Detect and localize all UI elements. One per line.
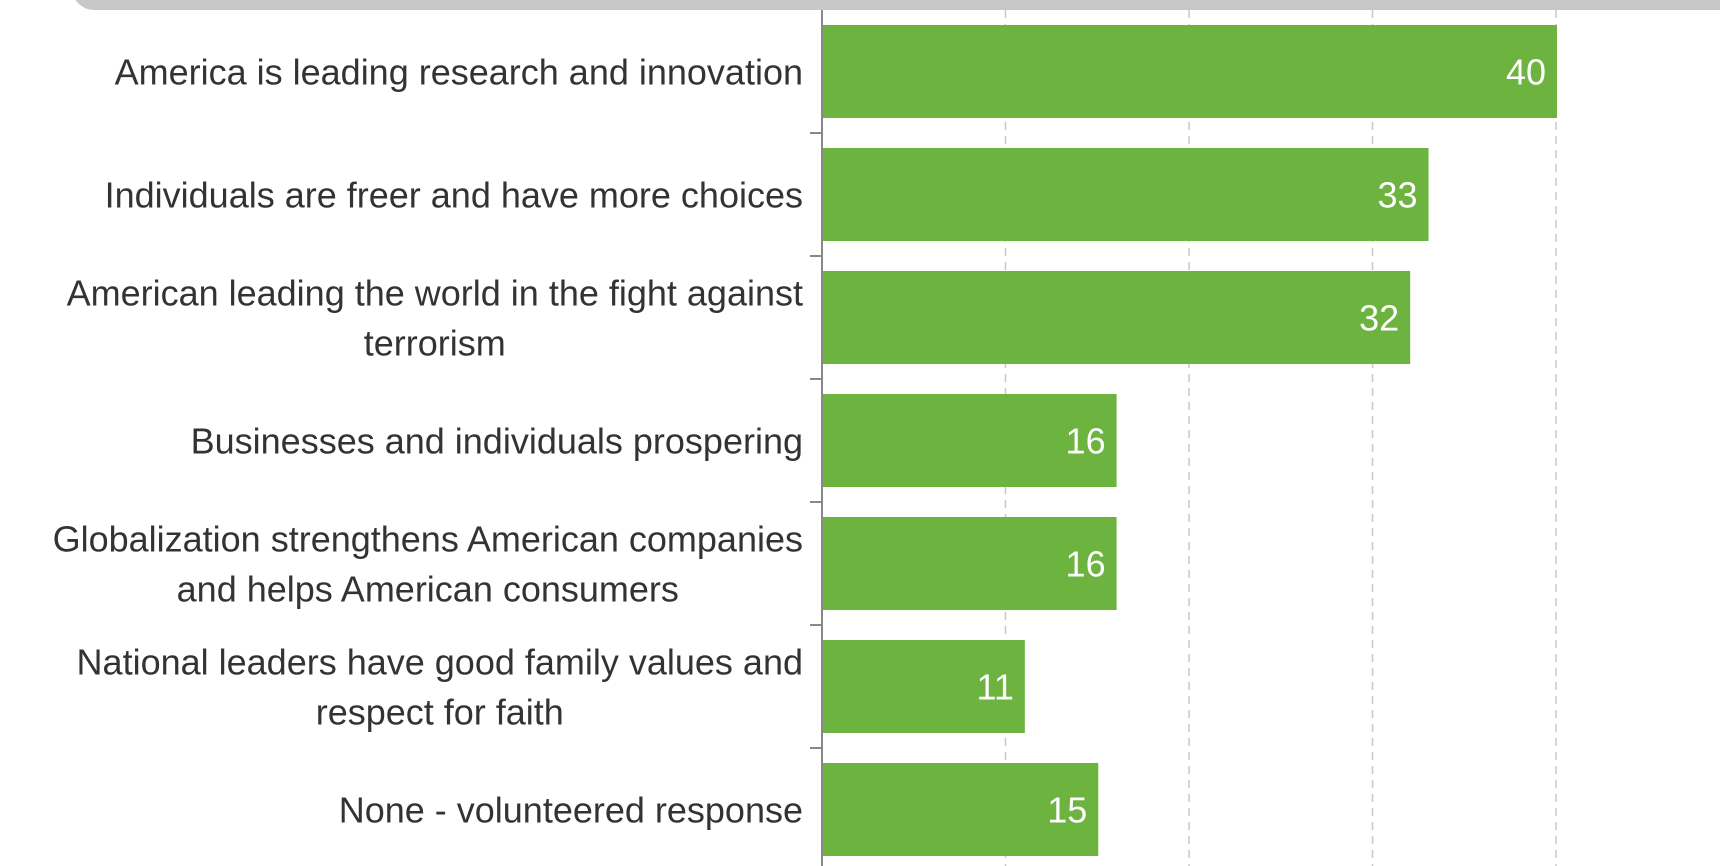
value-label: 16 (1066, 544, 1106, 585)
category-label: Businesses and individuals prospering (191, 421, 803, 462)
category-label-line: Globalization strengthens American compa… (53, 519, 803, 560)
value-label: 16 (1066, 421, 1106, 462)
category-label-line: American leading the world in the fight … (67, 273, 803, 314)
y-axis (810, 10, 823, 866)
header-banner (72, 0, 1720, 10)
bar (823, 148, 1429, 241)
category-label-line: America is leading research and innovati… (115, 52, 803, 93)
bar (823, 640, 1025, 733)
category-label: National leaders have good family values… (77, 642, 803, 733)
category-label: Individuals are freer and have more choi… (105, 175, 803, 216)
bar (823, 763, 1099, 856)
category-label-line: None - volunteered response (339, 790, 803, 831)
bar (823, 25, 1557, 118)
value-label: 32 (1359, 298, 1399, 339)
category-label-line: Businesses and individuals prospering (191, 421, 803, 462)
category-label-line: terrorism (364, 323, 506, 364)
category-label: Globalization strengthens American compa… (53, 519, 803, 610)
category-label: American leading the world in the fight … (67, 273, 803, 364)
value-label: 11 (976, 667, 1013, 708)
bars: 40 33 32 16 16 11 15 (823, 25, 1557, 856)
category-label: America is leading research and innovati… (115, 52, 803, 93)
category-label-line: respect for faith (316, 692, 564, 733)
bar (823, 271, 1411, 364)
category-label-line: Individuals are freer and have more choi… (105, 175, 803, 216)
category-label-line: and helps American consumers (177, 569, 679, 610)
category-label: None - volunteered response (339, 790, 803, 831)
value-label: 15 (1047, 790, 1087, 831)
category-label-line: National leaders have good family values… (77, 642, 803, 683)
value-label: 33 (1378, 175, 1418, 216)
bar (823, 517, 1117, 610)
category-labels: America is leading research and innovati… (53, 52, 803, 831)
value-label: 40 (1506, 52, 1546, 93)
bar (823, 394, 1117, 487)
